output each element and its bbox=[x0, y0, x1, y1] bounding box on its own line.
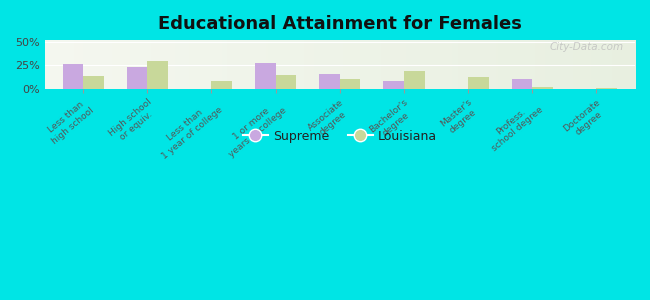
Legend: Supreme, Louisiana: Supreme, Louisiana bbox=[238, 125, 442, 148]
Bar bbox=[148, 61, 168, 88]
Title: Educational Attainment for Females: Educational Attainment for Females bbox=[158, 15, 522, 33]
Bar bbox=[62, 64, 83, 88]
Bar bbox=[276, 75, 296, 88]
Bar bbox=[384, 81, 404, 88]
Bar bbox=[468, 77, 489, 88]
Bar bbox=[83, 76, 103, 88]
Bar bbox=[340, 79, 360, 88]
Bar bbox=[255, 63, 276, 88]
Bar bbox=[211, 81, 232, 88]
Bar bbox=[127, 67, 148, 88]
Text: City-Data.com: City-Data.com bbox=[549, 42, 623, 52]
Bar bbox=[319, 74, 340, 88]
Bar bbox=[512, 79, 532, 88]
Bar bbox=[404, 71, 424, 88]
Bar bbox=[532, 87, 553, 88]
